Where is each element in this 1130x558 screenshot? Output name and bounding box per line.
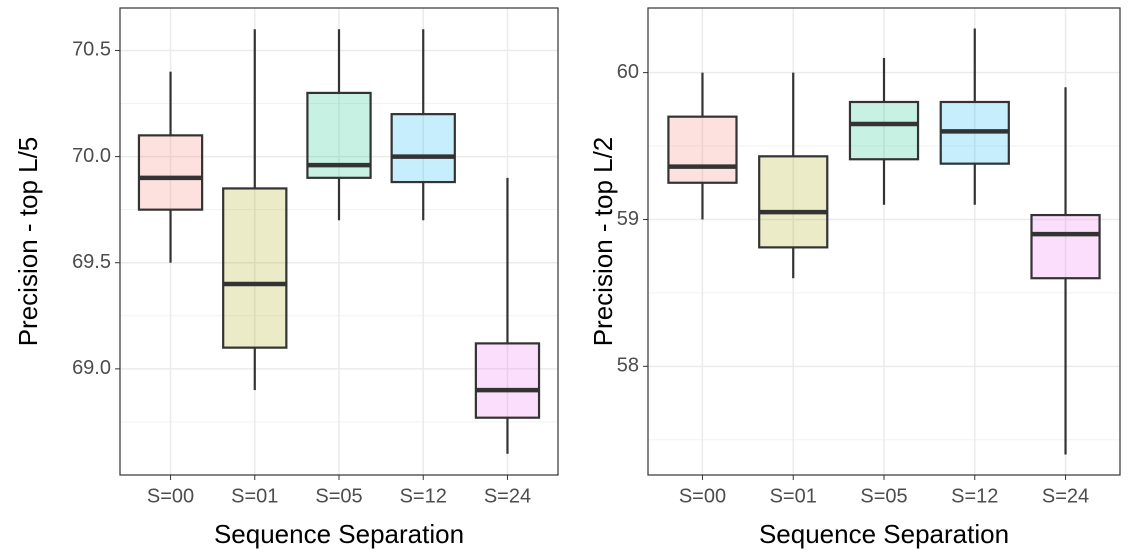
x-tick-label: S=01 xyxy=(770,485,817,507)
y-tick-label: 58 xyxy=(617,355,639,377)
y-axis-title: Precision - top L/5 xyxy=(13,137,43,347)
y-tick-label: 69.5 xyxy=(72,251,111,273)
box xyxy=(667,115,738,184)
box xyxy=(474,342,541,419)
box xyxy=(137,134,204,211)
x-tick-label: S=00 xyxy=(147,485,194,507)
x-tick-label: S=00 xyxy=(679,485,726,507)
panel-border xyxy=(647,7,1121,476)
y-axis-title: Precision - top L/2 xyxy=(588,137,618,347)
x-tick-label: S=05 xyxy=(315,485,362,507)
box xyxy=(390,113,456,184)
box xyxy=(222,187,288,349)
x-tick-label: S=24 xyxy=(484,485,531,507)
y-tick-label: 70.5 xyxy=(72,39,111,61)
x-tick-label: S=24 xyxy=(1042,485,1089,507)
y-tick-label: 69.0 xyxy=(72,357,111,379)
box xyxy=(758,155,829,249)
x-tick-label: S=12 xyxy=(400,485,447,507)
box xyxy=(1030,213,1101,280)
y-tick-label: 60 xyxy=(617,61,639,83)
panel-border xyxy=(119,7,559,476)
panel: 58 59 60 S=00 S=01 S=05 S=12 S=24 Sequence Separ… xyxy=(588,7,1121,549)
x-axis-title: Sequence Separation xyxy=(759,519,1009,549)
y-tick-label: 70.0 xyxy=(72,145,111,167)
x-tick-label: S=01 xyxy=(231,485,278,507)
box xyxy=(848,100,920,161)
panel: 69.0 69.5 70.0 70.5 S=00 S=01 S=05 S=12 S=24 Sequ… xyxy=(13,7,559,549)
x-tick-label: S=12 xyxy=(951,485,998,507)
x-tick-label: S=05 xyxy=(860,485,907,507)
y-tick-label: 59 xyxy=(617,208,639,230)
x-axis-title: Sequence Separation xyxy=(214,519,464,549)
